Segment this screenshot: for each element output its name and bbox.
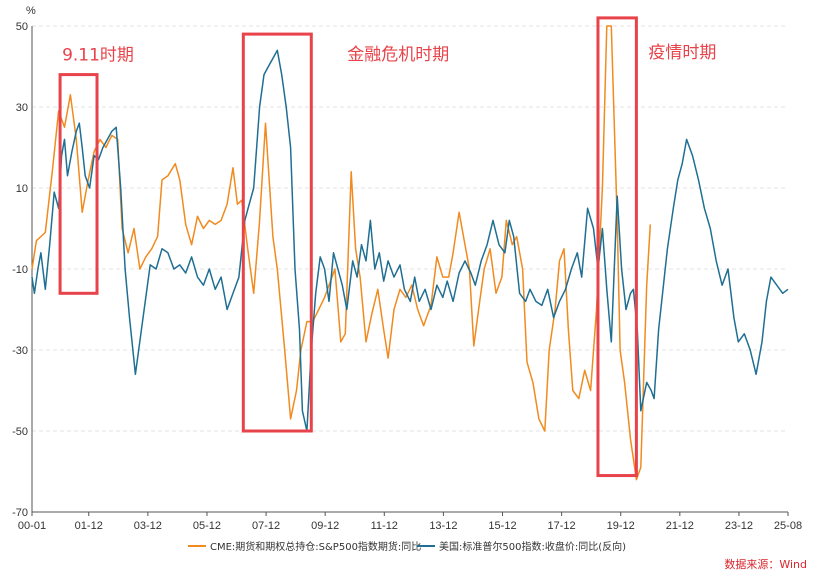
y-tick-label: 50 (16, 21, 28, 33)
x-tick-label: 17-12 (548, 520, 576, 532)
x-tick-label: 01-12 (75, 520, 103, 532)
annotation-box (241, 32, 313, 433)
legend-label: 美国:标准普尔500指数:收盘价:同比(反向) (439, 540, 626, 553)
legend-label: CME:期货和期权总持仓:S&P500指数期货:同比 (210, 540, 421, 553)
y-tick-label: -10 (12, 264, 28, 276)
y-tick-label: -50 (12, 426, 28, 438)
y-axis-unit: % (26, 5, 36, 17)
annotation-box (58, 73, 99, 295)
series-line-1 (31, 49, 789, 432)
x-tick-label: 21-12 (666, 520, 694, 532)
annotation-label: 9.11时期 (62, 46, 134, 66)
x-tick-label: 07-12 (252, 520, 280, 532)
y-tick-label: 30 (16, 102, 28, 114)
series-lines (31, 25, 789, 481)
annotation-label: 金融危机时期 (347, 45, 449, 65)
grid-lines (32, 25, 788, 432)
source-note: 数据来源：Wind (724, 558, 807, 571)
legend: CME:期货和期权总持仓:S&P500指数期货:同比 美国:标准普尔500指数:收… (188, 540, 626, 553)
x-tick-label: 25-08 (774, 520, 802, 532)
x-tick-label: 03-12 (134, 520, 162, 532)
x-tick-label: 00-01 (18, 520, 46, 532)
x-tick-label: 19-12 (607, 520, 635, 532)
annotation-box (596, 16, 638, 478)
annotation-label: 疫情时期 (648, 43, 716, 63)
x-tick-label: 13-12 (429, 520, 457, 532)
y-tick-label: 10 (16, 183, 28, 195)
x-tick-label: 11-12 (371, 520, 398, 532)
series-line-0 (31, 25, 652, 481)
annotations: 9.11时期 金融危机时期 疫情时期 (58, 16, 716, 478)
x-tick-label: 05-12 (193, 520, 221, 532)
y-tick-label: -70 (12, 507, 28, 519)
x-tick-label: 09-12 (311, 520, 339, 532)
x-tick-label: 23-12 (725, 520, 753, 532)
x-tick-label: 15-12 (488, 520, 516, 532)
y-tick-label: -30 (12, 345, 28, 357)
